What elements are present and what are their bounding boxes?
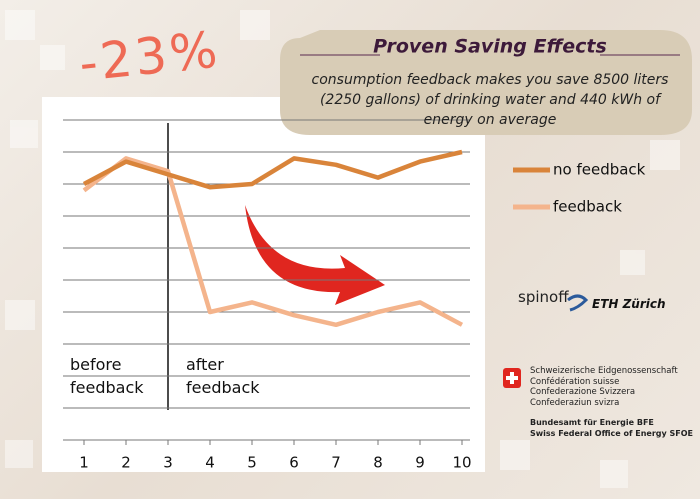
phase-label: after feedback bbox=[186, 355, 260, 397]
legend-label: feedback bbox=[553, 198, 622, 216]
office-line: Bundesamt für Energie BFE bbox=[530, 418, 654, 427]
logo-text: spinoff bbox=[518, 288, 569, 306]
office-line: Swiss Federal Office of Energy SFOE bbox=[530, 429, 693, 438]
x-tick-label: 3 bbox=[163, 454, 173, 472]
x-tick-label: 6 bbox=[289, 454, 299, 472]
swiss-flag bbox=[503, 368, 521, 388]
x-tick-label: 8 bbox=[373, 454, 383, 472]
office-text: Bundesamt für Energie BFE Swiss Federal … bbox=[530, 417, 693, 439]
x-tick-label: 10 bbox=[452, 454, 471, 472]
swiss-line: Confederaziun svizra bbox=[530, 397, 620, 408]
spinoff-mark bbox=[567, 294, 589, 312]
swiss-line: Confederazione Svizzera bbox=[530, 387, 636, 397]
series-line bbox=[82, 149, 463, 190]
legend-label: no feedback bbox=[553, 161, 646, 179]
title-box bbox=[280, 30, 692, 135]
x-tick-label: 5 bbox=[247, 454, 257, 472]
swiss-line: Schweizerische Eidgenossenschaft bbox=[530, 366, 678, 376]
x-tick-label: 9 bbox=[415, 454, 425, 472]
subtitle: consumption feedback makes you save 8500… bbox=[311, 72, 669, 128]
swiss-line: Confédération suisse bbox=[530, 376, 620, 387]
plot-background bbox=[42, 97, 485, 472]
x-tick-label: 2 bbox=[121, 454, 131, 472]
annotation: -23% bbox=[76, 20, 222, 92]
chart-title: Proven Saving Effects bbox=[373, 36, 607, 58]
x-tick-label: 7 bbox=[331, 454, 341, 472]
series-line bbox=[82, 156, 464, 328]
x-tick-label: 4 bbox=[205, 454, 215, 472]
background-tiles bbox=[5, 10, 680, 488]
logo-text: ETH Zürich bbox=[592, 297, 666, 311]
phase-label: before feedback bbox=[70, 355, 144, 397]
x-tick-label: 1 bbox=[79, 454, 89, 472]
swiss-text: Schweizerische Eidgenossenschaft Confédé… bbox=[530, 366, 678, 408]
